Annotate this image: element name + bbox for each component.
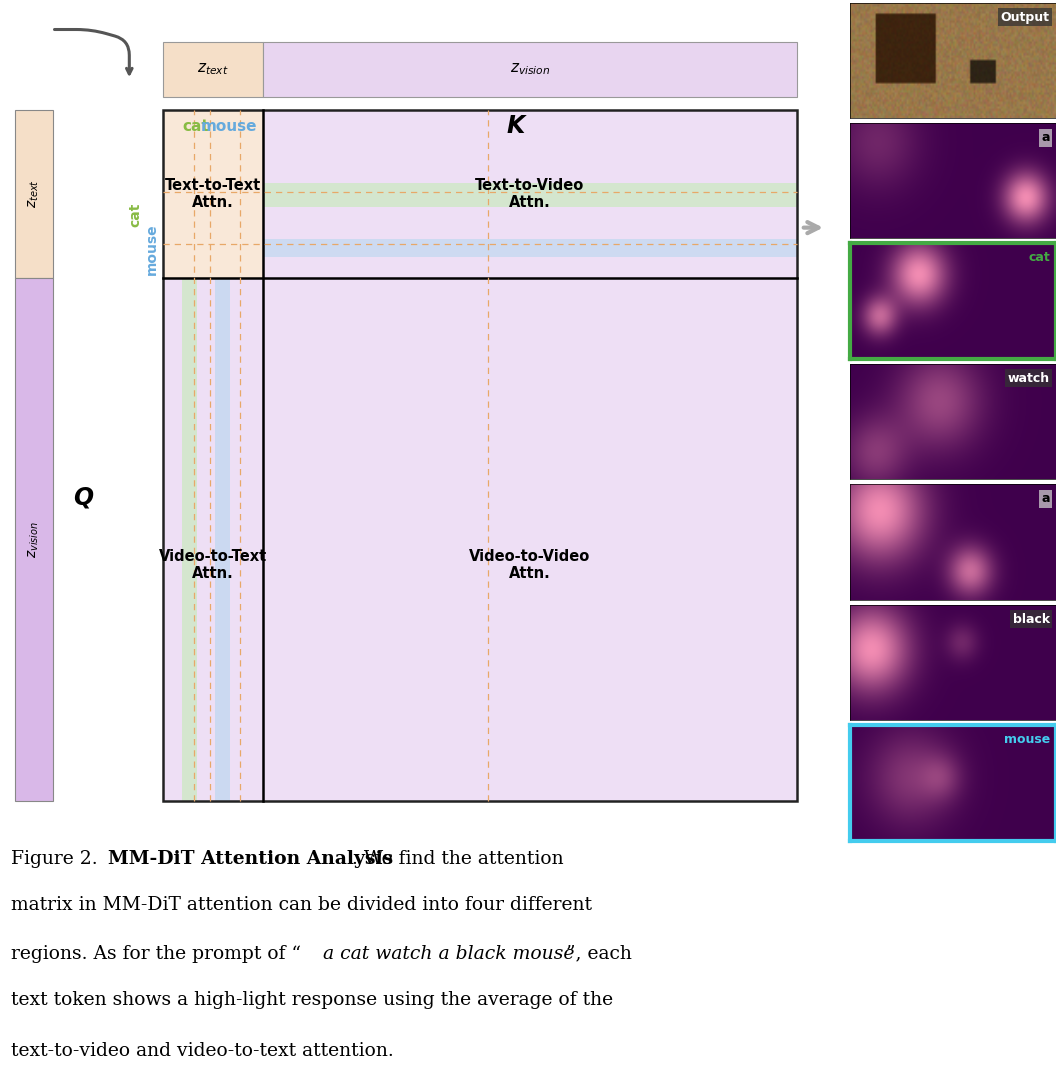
Bar bbox=[163, 278, 263, 801]
Bar bbox=[15, 110, 53, 278]
Text: text token shows a high-light response using the average of the: text token shows a high-light response u… bbox=[11, 991, 612, 1008]
Text: cat: cat bbox=[128, 203, 143, 228]
Text: Figure 2.: Figure 2. bbox=[11, 850, 103, 868]
Text: a cat watch a black mouse: a cat watch a black mouse bbox=[322, 945, 574, 962]
Bar bbox=[182, 278, 196, 801]
Bar bbox=[263, 110, 796, 278]
Bar bbox=[163, 110, 263, 278]
Text: $z_{vision}$: $z_{vision}$ bbox=[510, 61, 550, 77]
Text: ”, each: ”, each bbox=[566, 945, 633, 962]
Text: $z_{vision}$: $z_{vision}$ bbox=[26, 521, 41, 558]
Text: regions. As for the prompt of “: regions. As for the prompt of “ bbox=[11, 945, 306, 962]
Bar bbox=[263, 238, 796, 257]
Text: Video-to-Text
Attn.: Video-to-Text Attn. bbox=[158, 549, 267, 581]
Bar bbox=[215, 278, 230, 801]
Bar bbox=[15, 278, 53, 801]
Text: cat: cat bbox=[183, 119, 209, 134]
Text: $\boldsymbol{K}$: $\boldsymbol{K}$ bbox=[506, 115, 528, 139]
Bar bbox=[263, 278, 796, 801]
Text: $z_{text}$: $z_{text}$ bbox=[196, 61, 228, 77]
Text: Video-to-Video
Attn.: Video-to-Video Attn. bbox=[469, 549, 590, 581]
Text: MM-DiT Attention Analysis: MM-DiT Attention Analysis bbox=[108, 850, 393, 868]
Text: . We find the attention: . We find the attention bbox=[352, 850, 564, 868]
Text: $\boldsymbol{Q}$: $\boldsymbol{Q}$ bbox=[73, 485, 94, 510]
Bar bbox=[263, 42, 796, 97]
Bar bbox=[163, 42, 263, 97]
Bar bbox=[163, 110, 796, 801]
Text: Text-to-Video
Attn.: Text-to-Video Attn. bbox=[475, 177, 584, 211]
Text: matrix in MM-DiT attention can be divided into four different: matrix in MM-DiT attention can be divide… bbox=[11, 896, 591, 914]
Text: mouse: mouse bbox=[145, 223, 158, 275]
Text: $z_{text}$: $z_{text}$ bbox=[26, 179, 41, 208]
Text: mouse: mouse bbox=[201, 119, 258, 134]
Bar bbox=[263, 183, 796, 206]
Text: Text-to-Text
Attn.: Text-to-Text Attn. bbox=[165, 177, 261, 211]
Text: text-to-video and video-to-text attention.: text-to-video and video-to-text attentio… bbox=[11, 1042, 393, 1060]
